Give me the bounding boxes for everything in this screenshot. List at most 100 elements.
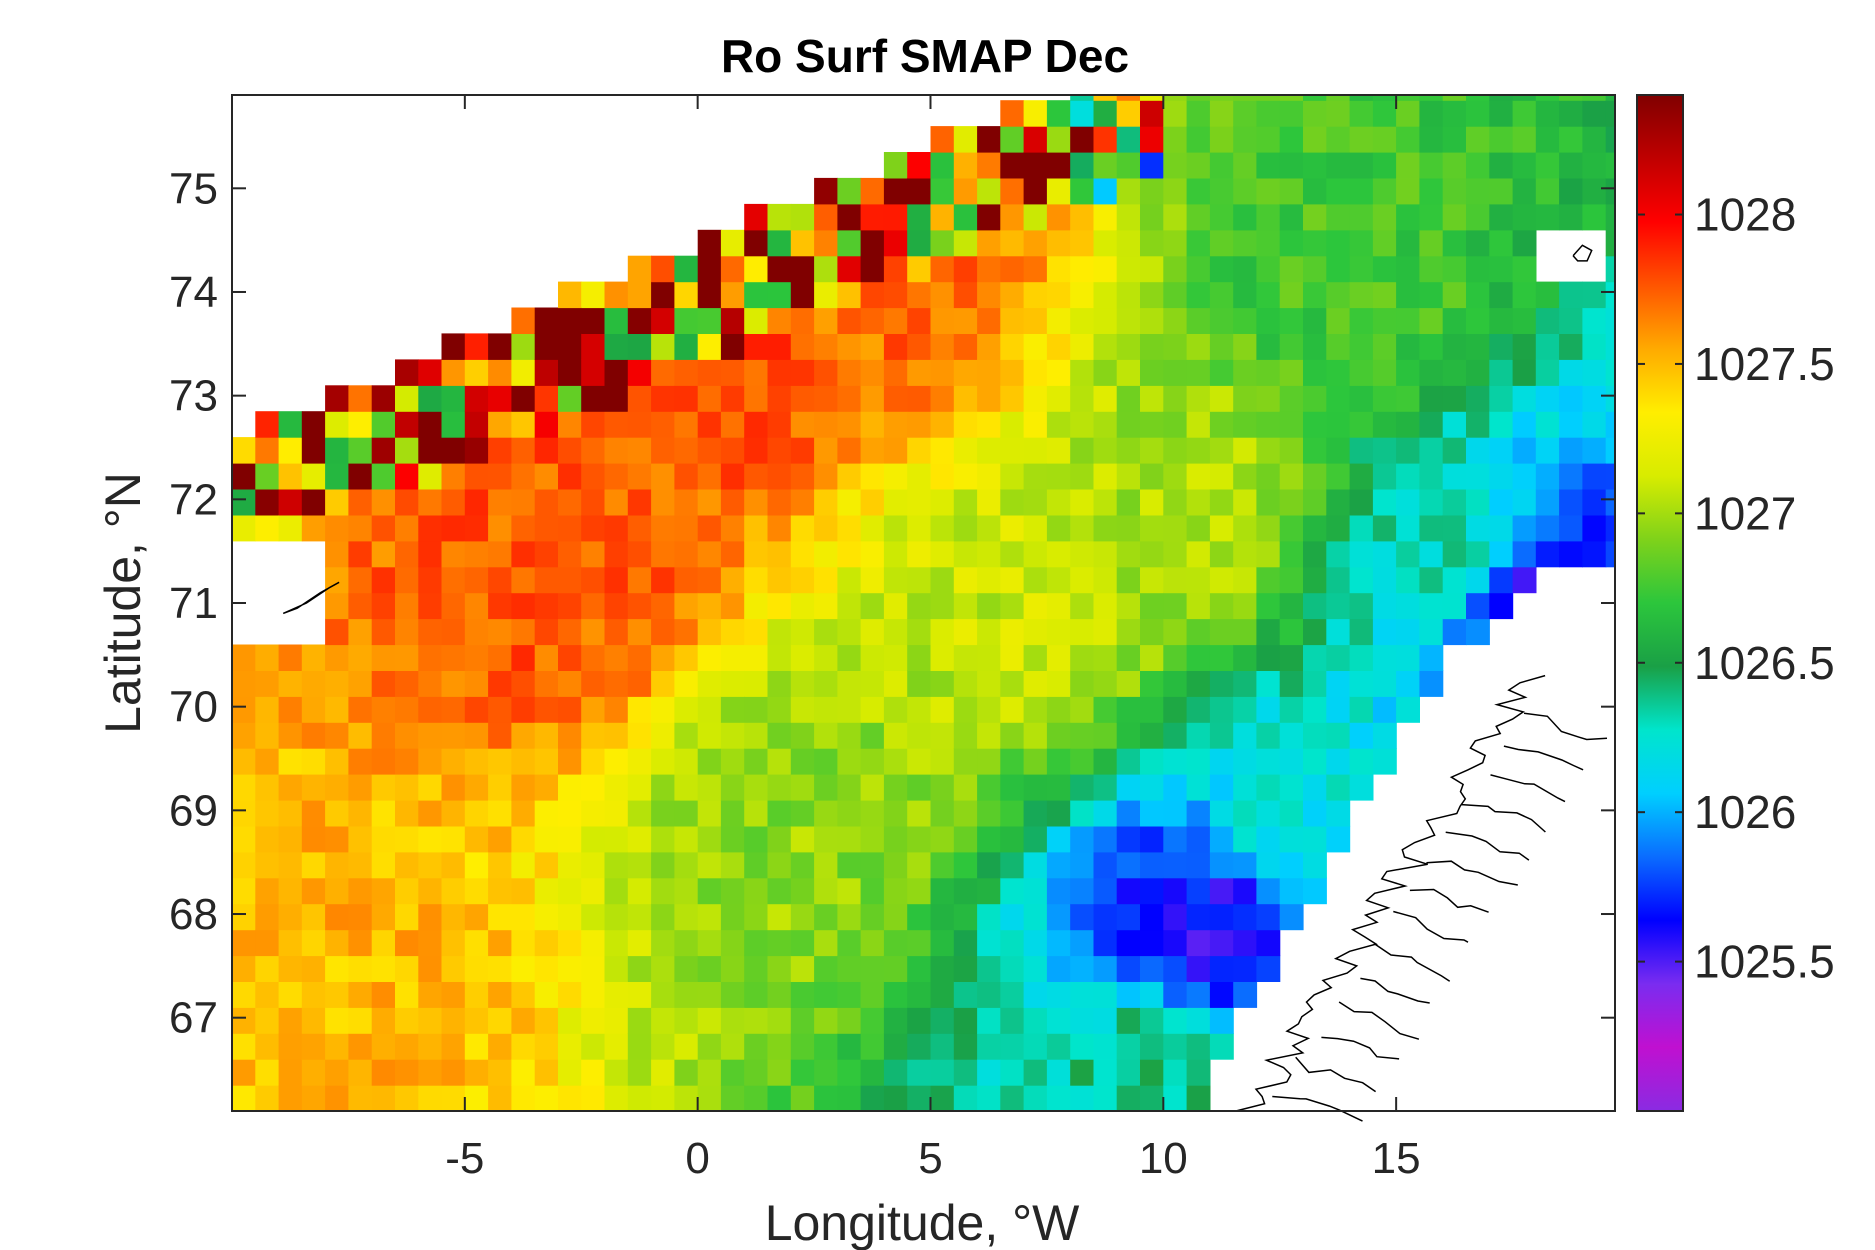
heatmap-cell	[1046, 333, 1071, 360]
heatmap-cell	[767, 981, 792, 1008]
heatmap-cell	[395, 722, 419, 749]
heatmap-cell	[627, 1059, 652, 1086]
heatmap-cell	[953, 1007, 978, 1034]
heatmap-cell	[255, 774, 280, 801]
heatmap-cell	[860, 463, 885, 490]
heatmap-cell	[814, 1033, 838, 1060]
heatmap-cell	[1442, 95, 1467, 101]
heatmap-cell	[1233, 877, 1258, 905]
heatmap-cell	[581, 748, 606, 775]
heatmap-cell	[1396, 95, 1420, 101]
heatmap-cell	[627, 877, 652, 905]
heatmap-cell	[790, 281, 815, 309]
heatmap-cell	[464, 437, 489, 464]
heatmap-cell	[301, 903, 326, 931]
heatmap-cell	[1000, 722, 1025, 749]
heatmap-cell	[301, 851, 326, 879]
heatmap-cell	[1349, 592, 1374, 620]
heatmap-cell	[907, 696, 932, 723]
heatmap-cell	[1163, 748, 1188, 775]
heatmap-cell	[1163, 411, 1188, 438]
heatmap-cell	[371, 489, 396, 516]
heatmap-cell	[1326, 592, 1351, 620]
heatmap-cell	[1489, 203, 1514, 231]
heatmap-cell	[1233, 411, 1258, 438]
heatmap-cell	[1279, 489, 1304, 516]
heatmap-cell	[1349, 618, 1374, 646]
heatmap-cell	[1116, 955, 1141, 982]
heatmap-cell	[441, 722, 466, 749]
heatmap-cell	[977, 903, 1001, 931]
heatmap-cell	[395, 411, 419, 438]
heatmap-cell	[953, 152, 978, 179]
heatmap-cell	[697, 903, 722, 931]
heatmap-cell	[418, 903, 443, 931]
heatmap-cell	[1535, 307, 1560, 334]
heatmap-cell	[790, 566, 815, 594]
heatmap-cell	[441, 981, 466, 1008]
heatmap-cell	[1396, 644, 1420, 671]
heatmap-cell	[837, 825, 862, 853]
heatmap-cell	[1535, 281, 1560, 309]
heatmap-cell	[627, 1085, 652, 1112]
heatmap-cell	[627, 333, 652, 360]
heatmap-cell	[1023, 177, 1048, 205]
heatmap-cell	[790, 1085, 815, 1112]
heatmap-cell	[255, 877, 280, 905]
heatmap-cell	[278, 670, 303, 697]
heatmap-cell	[232, 981, 256, 1008]
heatmap-cell	[697, 955, 722, 982]
heatmap-cell	[558, 800, 582, 827]
heatmap-cell	[907, 618, 932, 646]
heatmap-cell	[674, 540, 699, 568]
heatmap-cell	[1233, 307, 1258, 334]
heatmap-cell	[301, 955, 326, 982]
heatmap-cell	[1000, 618, 1025, 646]
heatmap-cell	[1535, 489, 1560, 516]
heatmap-cell	[1489, 333, 1514, 360]
heatmap-cell	[325, 385, 349, 412]
heatmap-cell	[720, 385, 745, 412]
heatmap-cell	[930, 437, 955, 464]
norway-fjord	[1461, 803, 1546, 833]
heatmap-cell	[1209, 437, 1234, 464]
heatmap-cell	[977, 592, 1001, 620]
heatmap-cell	[1000, 152, 1025, 179]
heatmap-cell	[1303, 748, 1327, 775]
heatmap-cell	[697, 592, 722, 620]
heatmap-cell	[1186, 800, 1211, 827]
heatmap-cell	[534, 437, 559, 464]
heatmap-cell	[1582, 333, 1607, 360]
heatmap-cell	[907, 203, 932, 231]
heatmap-cell	[1396, 333, 1420, 360]
heatmap-cell	[488, 359, 512, 386]
heatmap-cell	[883, 333, 908, 360]
heatmap-cell	[1070, 877, 1095, 905]
heatmap-cell	[488, 514, 512, 542]
heatmap-cell	[1396, 385, 1420, 412]
heatmap-cell	[837, 566, 862, 594]
heatmap-cell	[301, 437, 326, 464]
heatmap-cell	[860, 1085, 885, 1112]
heatmap-cell	[1396, 592, 1420, 620]
heatmap-cell	[1396, 540, 1420, 568]
heatmap-cell	[1256, 566, 1281, 594]
heatmap-cell	[883, 670, 908, 697]
heatmap-cell	[1209, 851, 1234, 879]
heatmap-cell	[441, 1033, 466, 1060]
heatmap-cell	[907, 281, 932, 309]
heatmap-cell	[1140, 489, 1164, 516]
heatmap-cell	[1466, 540, 1490, 568]
heatmap-cell	[1396, 489, 1420, 516]
heatmap-cell	[1349, 229, 1374, 257]
heatmap-cell	[977, 177, 1001, 205]
heatmap-cell	[744, 618, 769, 646]
heatmap-cell	[371, 644, 396, 671]
heatmap-cell	[1000, 825, 1025, 853]
heatmap-cell	[1489, 95, 1514, 101]
heatmap-cell	[1256, 748, 1281, 775]
heatmap-cell	[1279, 514, 1304, 542]
heatmap-cell	[930, 929, 955, 957]
heatmap-cell	[1023, 540, 1048, 568]
heatmap-cell	[953, 385, 978, 412]
